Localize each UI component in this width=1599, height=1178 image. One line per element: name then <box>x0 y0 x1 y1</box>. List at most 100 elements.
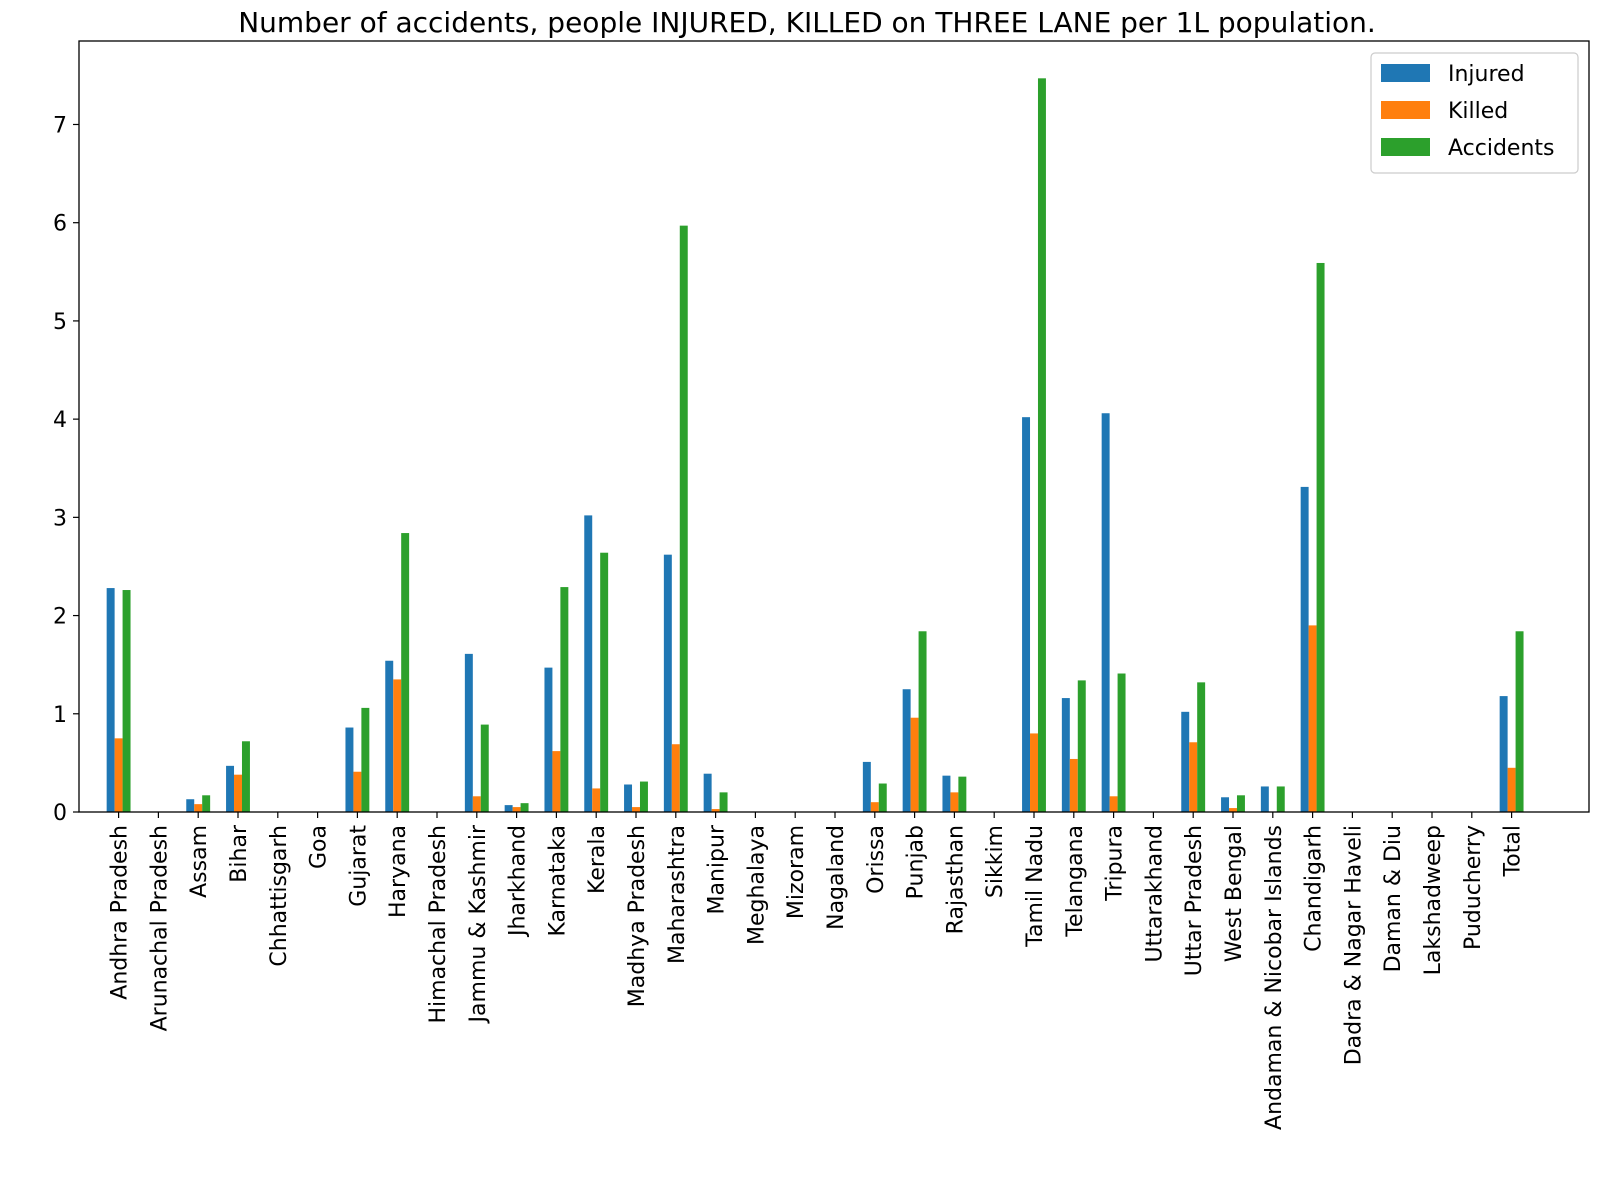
bar-injured-21 <box>942 775 951 812</box>
bar-killed-15 <box>711 809 720 812</box>
bar-accidents-13 <box>639 781 648 812</box>
bar-accidents-9 <box>480 724 489 812</box>
bar-killed-9 <box>472 796 481 812</box>
x-tick-label: Uttar Pradesh <box>1182 825 1207 976</box>
bar-accidents-35 <box>1515 631 1524 812</box>
x-tick-label: Chhattisgarh <box>267 825 292 967</box>
bar-killed-3 <box>234 774 242 812</box>
bar-killed-24 <box>1069 758 1078 812</box>
bar-killed-14 <box>671 744 680 812</box>
bar-accidents-28 <box>1236 795 1245 812</box>
x-tick-label: West Bengal <box>1222 825 1247 962</box>
plot-frame <box>78 40 1590 813</box>
bar-accidents-21 <box>958 776 967 812</box>
x-tick-label: Sikkim <box>983 825 1008 898</box>
x-tick-label: Lakshadweep <box>1421 825 1446 975</box>
x-tick-label: Chandigarh <box>1302 825 1327 952</box>
bar-accidents-7 <box>401 533 410 812</box>
x-tick-label: Andaman & Nicobar Islands <box>1262 825 1287 1130</box>
bar-injured-7 <box>385 660 394 812</box>
y-tick-label: 7 <box>53 113 67 138</box>
bar-injured-0 <box>106 588 115 812</box>
legend-label-killed: Killed <box>1448 99 1508 124</box>
x-tick-label: Andhra Pradesh <box>108 825 133 1000</box>
x-tick-label: Manipur <box>705 824 730 914</box>
bar-injured-29 <box>1260 786 1269 812</box>
bar-accidents-25 <box>1117 673 1126 812</box>
x-tick-label: Assam <box>187 825 212 898</box>
bar-injured-9 <box>464 653 473 812</box>
bar-injured-13 <box>624 784 633 812</box>
x-tick-label: Haryana <box>386 825 411 918</box>
x-tick-label: Total <box>1501 825 1526 877</box>
y-tick-label: 1 <box>53 703 67 728</box>
bar-killed-2 <box>194 804 203 812</box>
bar-accidents-15 <box>719 792 728 812</box>
bar-accidents-3 <box>241 741 250 812</box>
x-tick-label: Bihar <box>227 824 252 883</box>
bar-injured-35 <box>1499 696 1508 812</box>
bar-injured-28 <box>1221 797 1230 812</box>
x-tick-label: Tripura <box>1103 825 1128 902</box>
x-tick-label: Rajasthan <box>943 825 968 934</box>
x-tick-label: Himachal Pradesh <box>426 825 451 1024</box>
bar-accidents-29 <box>1276 786 1285 812</box>
bar-injured-11 <box>544 667 553 812</box>
bar-accidents-20 <box>918 631 927 812</box>
bar-killed-35 <box>1507 767 1516 812</box>
x-tick-label: Gujarat <box>346 825 371 907</box>
x-tick-label: Uttarakhand <box>1142 825 1167 962</box>
bar-killed-12 <box>592 788 601 812</box>
x-tick-label: Tamil Nadu <box>1023 825 1048 948</box>
bar-accidents-0 <box>122 590 131 812</box>
bar-accidents-24 <box>1077 680 1086 812</box>
bar-killed-13 <box>632 807 640 812</box>
bar-killed-19 <box>870 802 879 812</box>
x-tick-label: Madhya Pradesh <box>625 825 650 1007</box>
bar-injured-3 <box>226 765 235 812</box>
y-tick-label: 4 <box>53 408 67 433</box>
x-tick-label: Daman & Diu <box>1381 825 1406 972</box>
x-tick-label: Maharashtra <box>665 825 690 964</box>
x-tick-label: Meghalaya <box>744 825 769 945</box>
bar-killed-28 <box>1229 808 1237 812</box>
bar-killed-0 <box>114 738 123 812</box>
bar-accidents-10 <box>520 803 529 812</box>
x-tick-label: Arunachal Pradesh <box>147 825 172 1031</box>
bar-accidents-14 <box>679 225 688 812</box>
x-tick-label: Puducherry <box>1461 825 1486 950</box>
x-tick-label: Kerala <box>585 825 610 894</box>
x-tick-label: Nagaland <box>824 825 849 930</box>
chart-title: Number of accidents, people INJURED, KIL… <box>238 6 1376 39</box>
bar-injured-19 <box>862 761 871 812</box>
bar-injured-12 <box>584 515 593 812</box>
legend-swatch-accidents <box>1381 138 1430 156</box>
bar-killed-25 <box>1109 796 1118 812</box>
y-tick-label: 0 <box>53 801 67 826</box>
bar-killed-21 <box>950 792 959 812</box>
bar-killed-20 <box>910 717 919 812</box>
y-tick-label: 2 <box>53 605 67 630</box>
bar-injured-20 <box>902 689 911 812</box>
legend-swatch-killed <box>1381 101 1430 119</box>
bar-injured-27 <box>1181 711 1190 812</box>
bar-injured-25 <box>1101 413 1110 812</box>
y-tick-label: 5 <box>53 310 67 335</box>
x-tick-label: Karnataka <box>545 825 570 937</box>
legend-label-accidents: Accidents <box>1448 136 1555 161</box>
x-tick-label: Orissa <box>864 825 889 894</box>
bar-accidents-12 <box>600 552 609 812</box>
bar-injured-30 <box>1300 486 1309 812</box>
bar-killed-7 <box>393 679 402 812</box>
bar-accidents-6 <box>361 707 370 812</box>
x-tick-label: Punjab <box>904 825 929 899</box>
x-tick-label: Jharkhand <box>506 825 531 938</box>
bar-accidents-19 <box>878 783 887 812</box>
x-tick-label: Goa <box>307 825 332 869</box>
bar-accidents-30 <box>1316 262 1325 813</box>
bar-injured-15 <box>703 773 712 812</box>
bar-killed-23 <box>1030 733 1038 812</box>
bar-accidents-23 <box>1037 78 1046 812</box>
bar-accidents-2 <box>202 795 211 812</box>
y-tick-label: 3 <box>53 506 67 531</box>
